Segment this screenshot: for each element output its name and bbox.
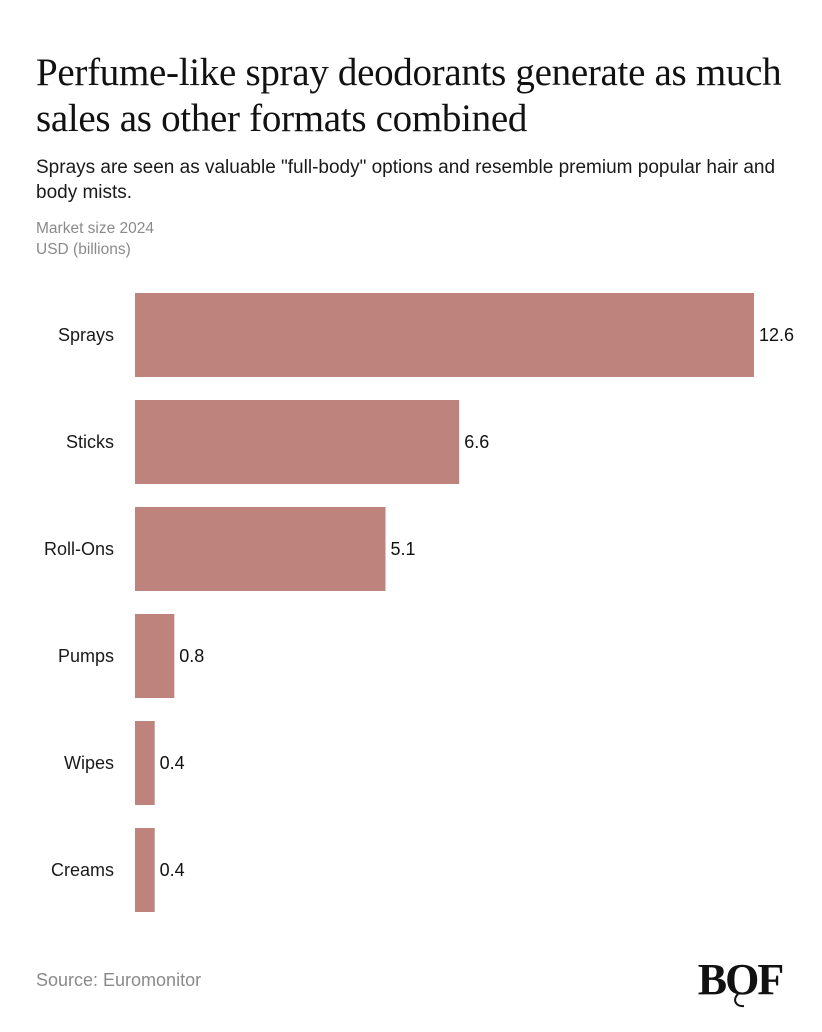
category-label: Sprays — [58, 325, 114, 345]
category-label: Wipes — [64, 753, 114, 773]
value-label: 0.4 — [160, 860, 185, 880]
axis-label-measure: Market size 2024 — [36, 220, 155, 237]
bar-chart: Sprays 12.6 Sticks 6.6 Roll-Ons 5.1 Pumps 0.8 Wi… — [44, 293, 794, 912]
bar-pumps — [135, 614, 175, 698]
category-label: Creams — [51, 860, 114, 880]
value-label: 12.6 — [759, 325, 794, 345]
chart-subtitle: Sprays are seen as valuable "full-body" … — [36, 157, 776, 203]
category-label: Roll-Ons — [44, 539, 114, 559]
value-label: 0.4 — [160, 753, 185, 773]
bar-roll-ons — [135, 507, 386, 591]
value-label: 6.6 — [464, 432, 489, 452]
bar-creams — [135, 828, 155, 912]
chart-title: Perfume-like spray deodorants generate a… — [36, 51, 782, 140]
category-label: Sticks — [66, 432, 114, 452]
category-label: Pumps — [58, 646, 114, 666]
axis-label: Market size 2024 USD (billions) — [36, 218, 154, 260]
bar-sprays — [135, 293, 754, 377]
value-label: 5.1 — [391, 539, 416, 559]
bof-logo-text: BOF — [698, 955, 783, 1004]
bar-wipes — [135, 721, 155, 805]
bof-logo-flourish — [734, 993, 745, 1008]
value-label: 0.8 — [179, 646, 204, 666]
source-note: Source: Euromonitor — [36, 970, 202, 990]
bof-logo: BOF — [698, 955, 784, 1008]
bar-sticks — [135, 400, 460, 484]
axis-label-unit: USD (billions) — [36, 241, 131, 258]
